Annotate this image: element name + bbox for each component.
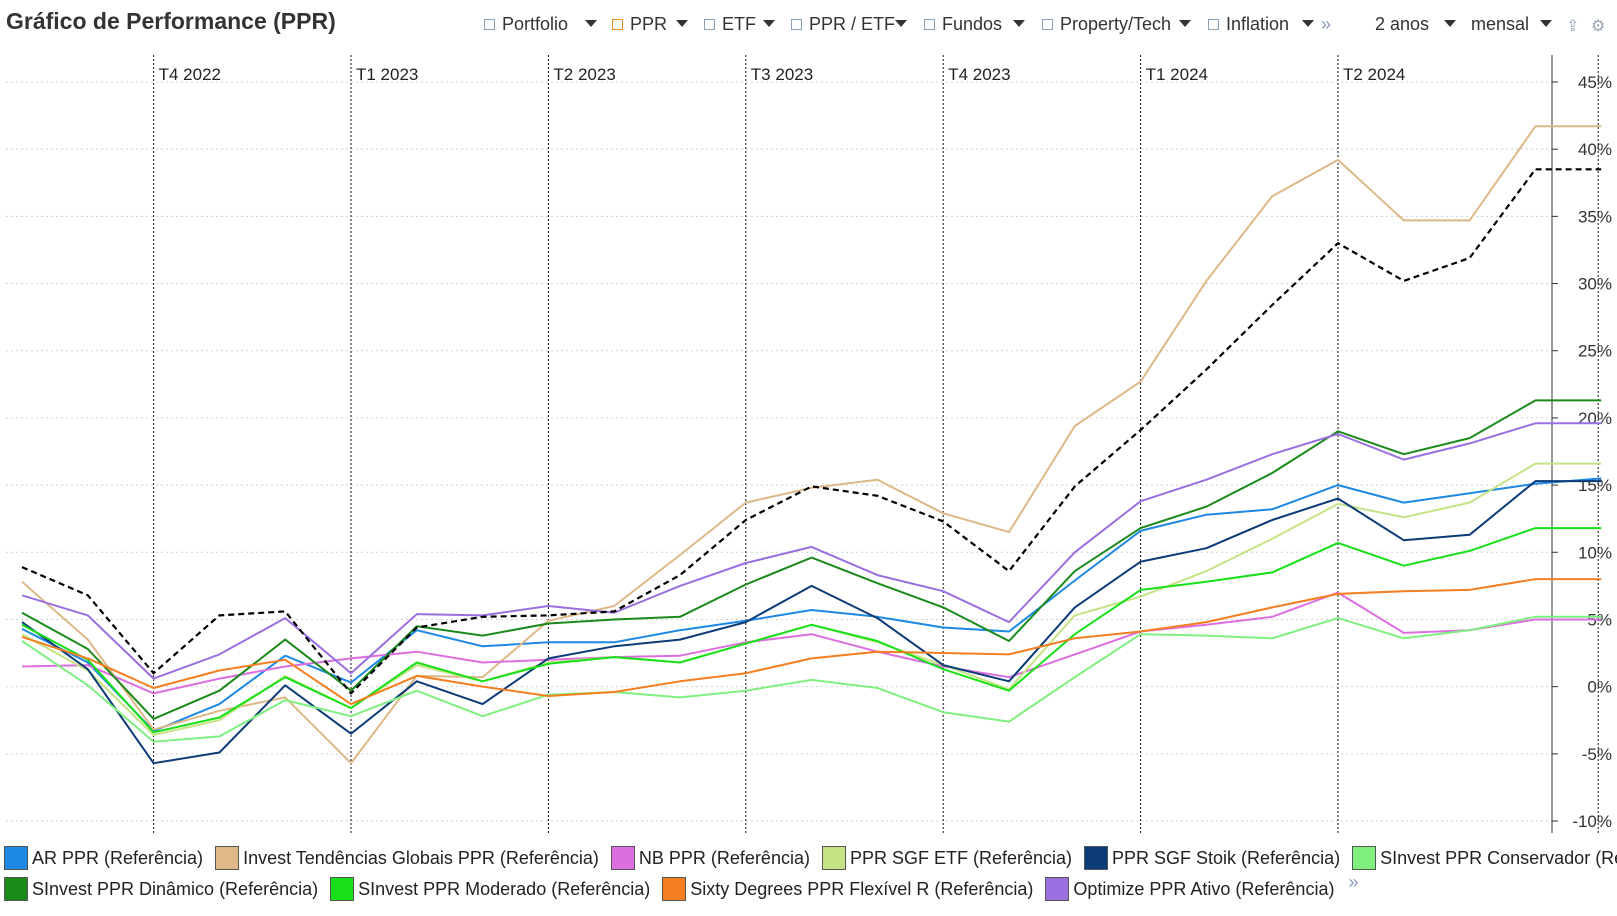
checkbox-icon[interactable]	[1042, 19, 1053, 30]
page-title: Gráfico de Performance (PPR)	[6, 8, 336, 34]
legend-swatch	[662, 877, 687, 901]
y-tick-label: 25%	[1578, 342, 1612, 361]
legend-label: Optimize PPR Ativo (Referência)	[1073, 878, 1335, 899]
series-line	[21, 399, 1602, 720]
x-tick-label: T2 2023	[553, 65, 615, 84]
y-tick-label: 30%	[1578, 275, 1612, 294]
legend-more-icon[interactable]: »	[1348, 872, 1359, 892]
checkbox-icon[interactable]	[1208, 19, 1219, 30]
filter-ppr-label: PPR	[630, 14, 668, 34]
legend-item[interactable]: SInvest PPR Conservador (Referência)	[1352, 846, 1617, 870]
x-tick-label: T2 2024	[1343, 65, 1405, 84]
chevron-down-icon[interactable]	[585, 20, 597, 27]
x-tick-label: T4 2022	[159, 65, 221, 84]
legend-item[interactable]: Sixty Degrees PPR Flexível R (Referência…	[662, 877, 1033, 901]
legend-item[interactable]: PPR SGF Stoik (Referência)	[1084, 846, 1340, 870]
chevron-down-icon[interactable]	[676, 20, 688, 27]
legend-item[interactable]: PPR SGF ETF (Referência)	[821, 846, 1073, 870]
period-select[interactable]: 2 anos	[1375, 14, 1429, 35]
legend-label: SInvest PPR Conservador (Referência)	[1380, 847, 1617, 868]
filter-ppr-etf-label: PPR / ETF	[809, 14, 896, 34]
filter-inflation[interactable]: Inflation	[1208, 14, 1289, 35]
filter-ppr[interactable]: PPR	[612, 14, 667, 35]
filter-property-tech-label: Property/Tech	[1060, 14, 1172, 34]
legend-item[interactable]: AR PPR (Referência)	[4, 846, 203, 870]
y-tick-label: 0%	[1587, 678, 1612, 697]
y-tick-label: 10%	[1578, 543, 1612, 562]
series-line	[21, 477, 1602, 732]
legend-swatch	[610, 846, 635, 870]
checkbox-icon[interactable]	[612, 19, 623, 30]
filter-etf-label: ETF	[722, 14, 756, 34]
filter-fundos-label: Fundos	[942, 14, 1003, 34]
legend-label: NB PPR (Referência)	[638, 847, 810, 868]
y-tick-label: 20%	[1578, 409, 1612, 428]
series-line	[21, 480, 1602, 765]
series-line	[21, 422, 1602, 680]
checkbox-icon[interactable]	[484, 19, 495, 30]
legend-item[interactable]: NB PPR (Referência)	[610, 846, 810, 870]
frequency-select[interactable]: mensal	[1471, 14, 1529, 35]
y-tick-label: 35%	[1578, 207, 1612, 226]
x-tick-label: T3 2023	[751, 65, 813, 84]
legend-swatch	[215, 846, 240, 870]
chevron-down-icon[interactable]	[1302, 20, 1314, 27]
legend-item[interactable]: SInvest PPR Dinâmico (Referência)	[4, 877, 318, 901]
period-select-value: 2 anos	[1375, 14, 1430, 34]
checkbox-icon[interactable]	[704, 19, 715, 30]
legend-item[interactable]: Optimize PPR Ativo (Referência)	[1045, 877, 1334, 901]
legend-swatch	[330, 877, 355, 901]
more-filters-icon[interactable]: »	[1321, 14, 1332, 34]
series-line	[21, 125, 1602, 765]
series-line	[21, 615, 1602, 743]
legend-swatch	[1084, 846, 1109, 870]
settings-icon[interactable]: ⚙	[1591, 18, 1606, 35]
legend-swatch	[4, 846, 28, 870]
chevron-down-icon[interactable]	[1540, 20, 1552, 27]
x-tick-label: T4 2023	[948, 65, 1010, 84]
x-tick-label: T1 2024	[1146, 65, 1208, 84]
series-line	[21, 591, 1602, 695]
legend-label: PPR SGF ETF (Referência)	[849, 847, 1073, 868]
y-tick-label: -5%	[1582, 745, 1612, 764]
filter-portfolio-label: Portfolio	[502, 14, 569, 34]
series-line	[21, 527, 1602, 734]
legend-label: PPR SGF Stoik (Referência)	[1112, 847, 1341, 868]
legend-label: Invest Tendências Globais PPR (Referênci…	[243, 847, 599, 868]
filter-fundos[interactable]: Fundos	[924, 14, 1002, 35]
legend-label: SInvest PPR Dinâmico (Referência)	[32, 878, 319, 899]
filter-etf[interactable]: ETF	[704, 14, 756, 35]
legend-item[interactable]: Invest Tendências Globais PPR (Referênci…	[215, 846, 599, 870]
chevron-down-icon[interactable]	[1444, 20, 1456, 27]
legend-item[interactable]: SInvest PPR Moderado (Referência)	[330, 877, 650, 901]
checkbox-icon[interactable]	[791, 19, 802, 30]
chart-toolbar: Portfolio PPR ETF PPR / ETF Fundos Prope…	[478, 14, 1613, 38]
legend-label: Sixty Degrees PPR Flexível R (Referência…	[690, 878, 1034, 899]
filter-ppr-etf[interactable]: PPR / ETF	[791, 14, 895, 35]
checkbox-icon[interactable]	[924, 19, 935, 30]
legend-label: SInvest PPR Moderado (Referência)	[358, 878, 651, 899]
export-icon[interactable]: ⇪	[1566, 18, 1580, 35]
legend-swatch	[821, 846, 846, 870]
series-line	[21, 578, 1602, 706]
chevron-down-icon[interactable]	[1013, 20, 1025, 27]
y-tick-label: 40%	[1578, 140, 1612, 159]
filter-property-tech[interactable]: Property/Tech	[1042, 14, 1171, 35]
chevron-down-icon[interactable]	[763, 20, 775, 27]
legend-swatch	[1045, 877, 1070, 901]
legend-swatch	[4, 877, 28, 901]
frequency-select-value: mensal	[1471, 14, 1530, 34]
filter-inflation-label: Inflation	[1226, 14, 1290, 34]
y-tick-label: -10%	[1572, 812, 1612, 831]
chevron-down-icon[interactable]	[895, 20, 907, 27]
legend-swatch	[1352, 846, 1377, 870]
filter-portfolio[interactable]: Portfolio	[484, 14, 568, 35]
legend-label: AR PPR (Referência)	[32, 847, 204, 868]
performance-chart: 45%40%35%30%25%20%15%10%5%0%-5%-10%T4 20…	[6, 55, 1612, 833]
x-tick-label: T1 2023	[356, 65, 418, 84]
series-line	[21, 168, 1602, 695]
y-tick-label: 45%	[1578, 73, 1612, 92]
chevron-down-icon[interactable]	[1179, 20, 1191, 27]
